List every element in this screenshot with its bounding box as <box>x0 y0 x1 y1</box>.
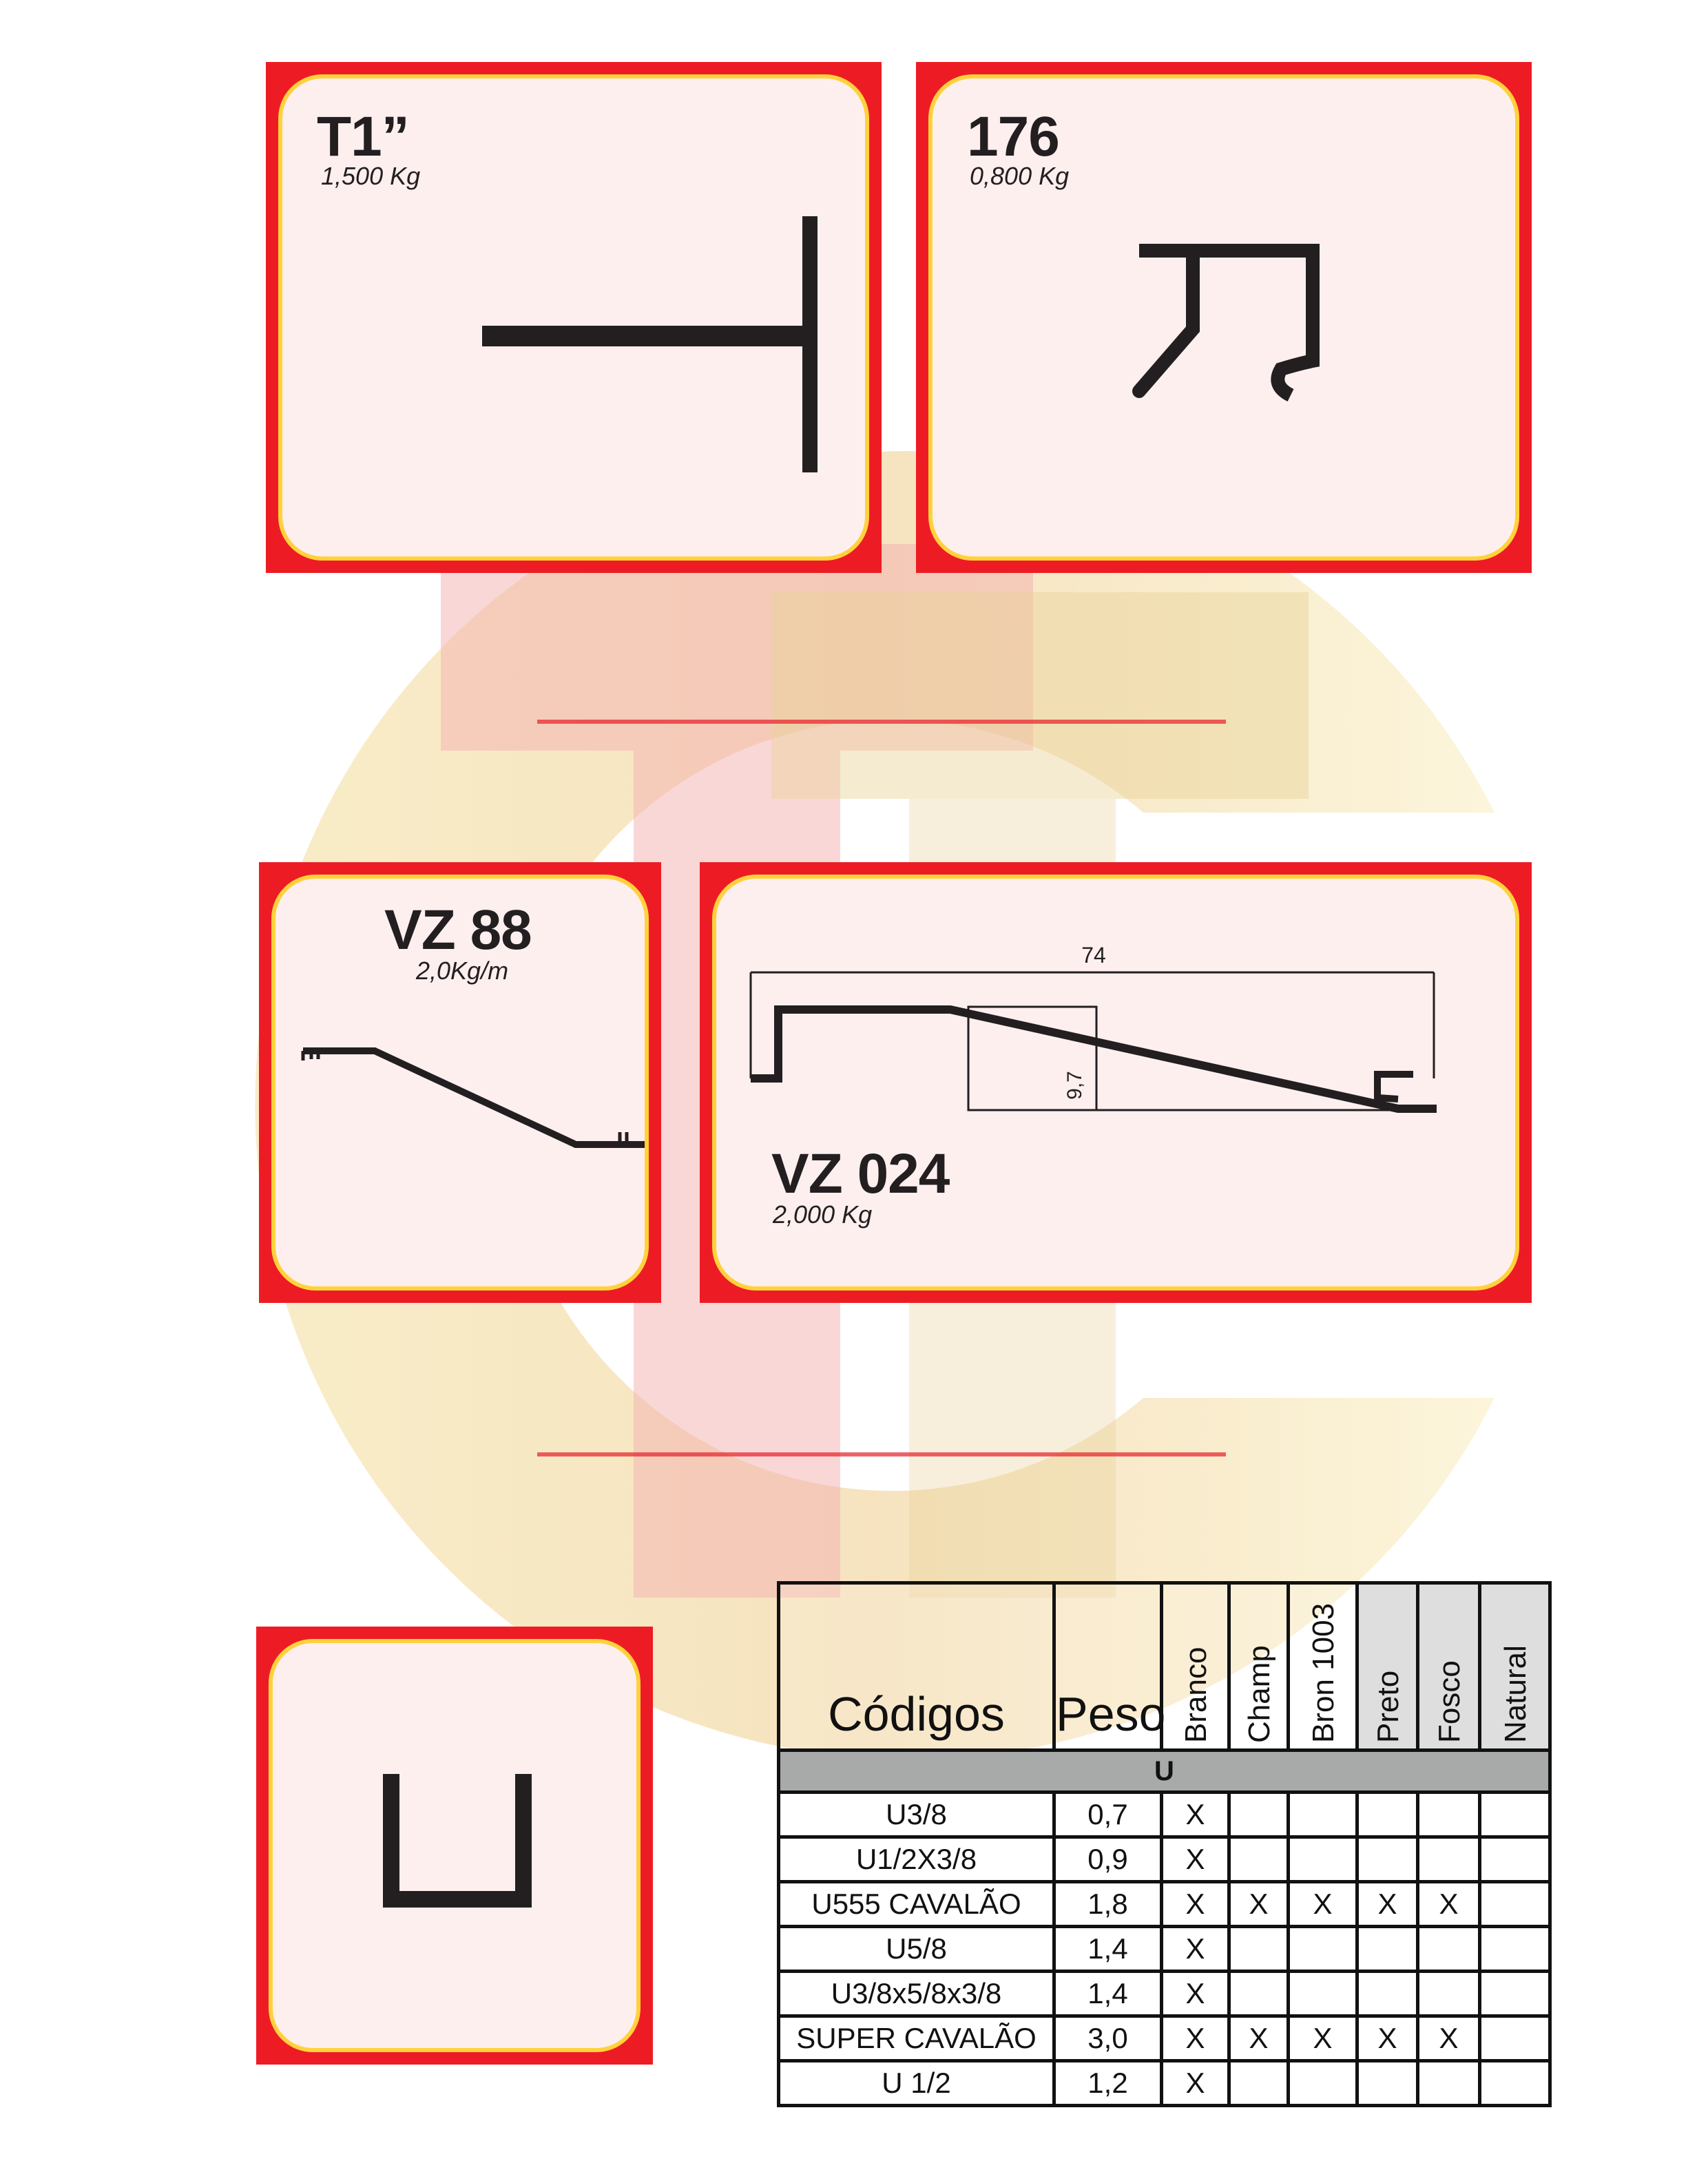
cell-color-availability: X <box>1160 1970 1231 2018</box>
header-champ: Champ <box>1227 1581 1290 1752</box>
cell-color-availability <box>1478 2059 1552 2107</box>
group-label: U <box>777 1748 1552 1794</box>
cell-color-availability <box>1227 1970 1290 2018</box>
product-card-inner: T1” 1,500 Kg <box>278 74 869 561</box>
profile-176-drawing <box>1132 244 1320 401</box>
vz024-profile-drawing: 74 9,7 <box>749 943 1437 1113</box>
cell-color-availability: X <box>1416 1880 1481 1928</box>
cell-color-availability: X <box>1416 2014 1481 2062</box>
cell-color-availability <box>1355 1925 1419 1973</box>
product-card-vz024: 74 9,7 VZ 024 2,000 Kg <box>700 862 1532 1303</box>
table-group-row: U <box>777 1748 1552 1794</box>
product-card-inner: VZ 88 2,0Kg/m <box>271 875 649 1291</box>
cell-color-availability <box>1416 1970 1481 2018</box>
cell-color-availability <box>1287 1970 1359 2018</box>
cell-weight: 1,4 <box>1052 1970 1163 2018</box>
table-row: SUPER CAVALÃO 3,0 X X X X X <box>777 2014 1552 2062</box>
t-profile-drawing <box>482 216 817 472</box>
cell-weight: 0,7 <box>1052 1790 1163 1839</box>
header-fosco: Fosco <box>1416 1581 1481 1752</box>
cell-color-availability: X <box>1287 1880 1359 1928</box>
cell-color-availability <box>1227 1835 1290 1883</box>
cell-color-availability <box>1227 1925 1290 1973</box>
cell-code: U3/8 <box>777 1790 1056 1839</box>
table-header-row: Códigos Peso Branco Champ Bron 1003 Pret… <box>777 1581 1552 1752</box>
table-row: U3/8 0,7 X <box>777 1790 1552 1839</box>
cell-color-availability <box>1416 1835 1481 1883</box>
product-card-176: 176 0,800 Kg <box>916 62 1532 573</box>
header-peso: Peso <box>1052 1581 1166 1752</box>
cell-color-availability: X <box>1287 2014 1359 2062</box>
cell-weight: 1,4 <box>1052 1925 1163 1973</box>
header-branco: Branco <box>1160 1581 1231 1752</box>
product-card-inner: 176 0,800 Kg <box>928 74 1519 561</box>
table-row: U5/8 1,4 X <box>777 1925 1552 1973</box>
table-row: U1/2X3/8 0,9 X <box>777 1835 1552 1883</box>
cell-color-availability <box>1478 2014 1552 2062</box>
cell-color-availability <box>1287 1790 1359 1839</box>
cell-color-availability <box>1355 2059 1419 2107</box>
cell-color-availability <box>1478 1790 1552 1839</box>
cell-color-availability <box>1478 1970 1552 2018</box>
cell-color-availability <box>1355 1970 1419 2018</box>
cell-color-availability <box>1287 1835 1359 1883</box>
product-code: VZ 024 <box>771 1142 950 1205</box>
cell-color-availability <box>1355 1790 1419 1839</box>
cell-color-availability <box>1287 2059 1359 2107</box>
cell-code: U5/8 <box>777 1925 1056 1973</box>
cell-color-availability: X <box>1160 1790 1231 1839</box>
product-code: 176 <box>967 105 1060 168</box>
cell-color-availability: X <box>1227 2014 1290 2062</box>
cell-color-availability: X <box>1160 2059 1231 2107</box>
cell-code: U1/2X3/8 <box>777 1835 1056 1883</box>
cell-color-availability <box>1355 1835 1419 1883</box>
cell-color-availability <box>1416 2059 1481 2107</box>
header-preto: Preto <box>1355 1581 1419 1752</box>
cell-color-availability <box>1478 1925 1552 1973</box>
header-codigos: Códigos <box>777 1581 1056 1752</box>
header-natural: Natural <box>1478 1581 1552 1752</box>
cell-weight: 1,8 <box>1052 1880 1163 1928</box>
cell-color-availability <box>1416 1790 1481 1839</box>
product-card-u <box>256 1627 653 2065</box>
product-card-vz88: VZ 88 2,0Kg/m <box>259 862 661 1303</box>
cell-color-availability: X <box>1355 1880 1419 1928</box>
cell-color-availability <box>1227 1790 1290 1839</box>
product-code: T1” <box>317 105 410 168</box>
cell-color-availability <box>1227 2059 1290 2107</box>
cell-color-availability <box>1478 1835 1552 1883</box>
cell-color-availability: X <box>1160 1880 1231 1928</box>
header-bron-1003: Bron 1003 <box>1287 1581 1359 1752</box>
table-row: U555 CAVALÃO 1,8 X X X X X <box>777 1880 1552 1928</box>
cell-color-availability: X <box>1160 1835 1231 1883</box>
cell-color-availability <box>1478 1880 1552 1928</box>
cell-weight: 0,9 <box>1052 1835 1163 1883</box>
product-card-inner: 74 9,7 VZ 024 2,000 Kg <box>712 875 1519 1291</box>
cell-code: U 1/2 <box>777 2059 1056 2107</box>
product-card-t1: T1” 1,500 Kg <box>266 62 882 573</box>
cell-color-availability: X <box>1160 1925 1231 1973</box>
table-row: U3/8x5/8x3/8 1,4 X <box>777 1970 1552 2018</box>
cell-code: SUPER CAVALÃO <box>777 2014 1056 2062</box>
product-table: Códigos Peso Branco Champ Bron 1003 Pret… <box>777 1581 1552 2107</box>
cell-weight: 1,2 <box>1052 2059 1163 2107</box>
u-profile-drawing <box>383 1774 532 1908</box>
cell-code: U555 CAVALÃO <box>777 1880 1056 1928</box>
product-weight: 0,800 Kg <box>970 162 1070 190</box>
product-card-inner <box>269 1639 640 2052</box>
product-weight: 1,500 Kg <box>321 162 421 190</box>
product-weight: 2,000 Kg <box>773 1200 873 1229</box>
dimension-height-label: 9,7 <box>1063 1071 1086 1100</box>
cell-code: U3/8x5/8x3/8 <box>777 1970 1056 2018</box>
cell-color-availability: X <box>1355 2014 1419 2062</box>
cell-color-availability <box>1416 1925 1481 1973</box>
cell-color-availability: X <box>1227 1880 1290 1928</box>
cell-weight: 3,0 <box>1052 2014 1163 2062</box>
cell-color-availability: X <box>1160 2014 1231 2062</box>
vz88-profile-drawing <box>301 1047 645 1148</box>
table-row: U 1/2 1,2 X <box>777 2059 1552 2107</box>
dimension-width-label: 74 <box>1081 943 1106 968</box>
cell-color-availability <box>1287 1925 1359 1973</box>
